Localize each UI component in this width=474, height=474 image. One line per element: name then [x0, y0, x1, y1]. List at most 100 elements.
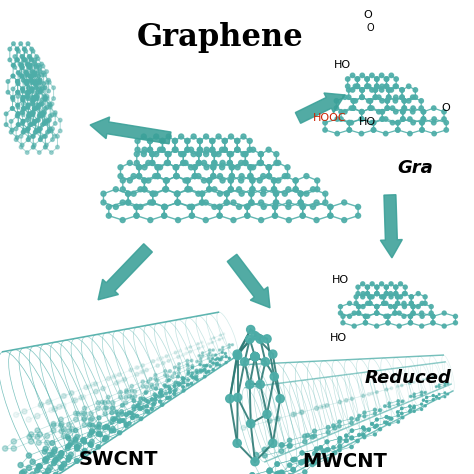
Circle shape: [306, 458, 310, 462]
Circle shape: [315, 456, 319, 460]
Circle shape: [25, 73, 29, 77]
Circle shape: [44, 96, 47, 100]
Circle shape: [79, 395, 83, 400]
Circle shape: [101, 200, 106, 205]
Circle shape: [161, 394, 164, 397]
Circle shape: [249, 200, 254, 205]
Circle shape: [19, 135, 23, 138]
Circle shape: [38, 112, 42, 116]
Circle shape: [218, 191, 222, 196]
Circle shape: [36, 118, 40, 122]
Circle shape: [379, 428, 382, 431]
Circle shape: [50, 441, 55, 446]
Circle shape: [124, 401, 128, 405]
Circle shape: [28, 74, 32, 78]
Circle shape: [28, 64, 32, 67]
Circle shape: [360, 88, 364, 92]
Circle shape: [362, 394, 365, 397]
Circle shape: [402, 99, 407, 103]
Circle shape: [179, 152, 183, 156]
Circle shape: [173, 165, 178, 170]
Circle shape: [16, 58, 19, 62]
Circle shape: [105, 424, 109, 428]
Circle shape: [280, 471, 284, 474]
Circle shape: [396, 120, 400, 125]
Circle shape: [25, 71, 28, 74]
Circle shape: [21, 98, 25, 101]
Circle shape: [25, 62, 29, 66]
Circle shape: [212, 187, 217, 192]
Text: O: O: [366, 23, 374, 33]
Circle shape: [201, 352, 204, 354]
Circle shape: [162, 362, 165, 365]
Circle shape: [256, 335, 264, 343]
Circle shape: [274, 152, 279, 156]
Circle shape: [332, 424, 335, 427]
Circle shape: [106, 204, 111, 210]
Circle shape: [279, 449, 284, 454]
Circle shape: [182, 389, 185, 392]
Circle shape: [37, 151, 41, 155]
Circle shape: [375, 418, 378, 421]
Circle shape: [59, 423, 64, 428]
Circle shape: [155, 383, 158, 386]
Circle shape: [274, 160, 279, 165]
Circle shape: [197, 147, 202, 152]
Circle shape: [333, 426, 337, 430]
Circle shape: [275, 417, 279, 421]
Circle shape: [119, 419, 123, 422]
Circle shape: [315, 447, 319, 451]
Circle shape: [158, 395, 162, 398]
Circle shape: [157, 165, 163, 170]
Circle shape: [347, 301, 352, 305]
Circle shape: [28, 74, 32, 78]
Circle shape: [164, 374, 166, 376]
Circle shape: [20, 64, 23, 67]
Circle shape: [275, 417, 279, 421]
Circle shape: [422, 399, 424, 401]
Circle shape: [26, 80, 29, 83]
Circle shape: [37, 129, 41, 133]
Circle shape: [421, 109, 426, 114]
Circle shape: [31, 102, 35, 106]
Circle shape: [223, 333, 225, 335]
Circle shape: [26, 118, 29, 122]
Circle shape: [56, 455, 61, 460]
Circle shape: [386, 314, 390, 319]
Circle shape: [117, 380, 120, 383]
Circle shape: [185, 187, 190, 192]
Circle shape: [148, 218, 153, 223]
Circle shape: [120, 412, 124, 416]
Circle shape: [11, 98, 15, 101]
Text: O: O: [441, 103, 450, 113]
Circle shape: [34, 130, 37, 134]
Circle shape: [365, 292, 369, 296]
Circle shape: [36, 79, 40, 82]
Circle shape: [266, 165, 272, 170]
Circle shape: [38, 138, 42, 141]
Circle shape: [367, 428, 370, 431]
Circle shape: [385, 422, 388, 424]
Circle shape: [34, 86, 37, 90]
Circle shape: [368, 295, 372, 299]
Circle shape: [51, 127, 55, 131]
Circle shape: [19, 64, 23, 67]
Circle shape: [177, 382, 180, 384]
Circle shape: [363, 411, 366, 414]
Circle shape: [310, 204, 316, 210]
Circle shape: [248, 165, 253, 170]
Circle shape: [66, 444, 71, 449]
Circle shape: [190, 374, 193, 377]
Circle shape: [68, 452, 73, 457]
Circle shape: [338, 445, 342, 448]
Circle shape: [426, 396, 428, 398]
Circle shape: [21, 102, 25, 106]
Circle shape: [15, 47, 19, 51]
Circle shape: [266, 173, 272, 179]
Circle shape: [315, 406, 319, 410]
Circle shape: [43, 447, 48, 451]
Circle shape: [426, 378, 428, 380]
Circle shape: [210, 138, 215, 144]
Circle shape: [250, 473, 255, 474]
Circle shape: [21, 98, 25, 101]
